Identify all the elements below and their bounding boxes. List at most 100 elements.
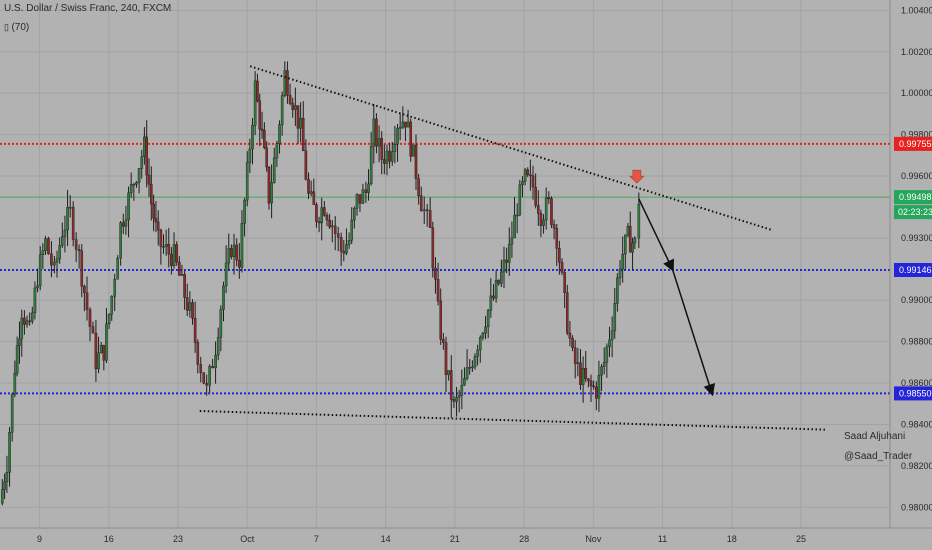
candle-body [53, 261, 56, 266]
candle-body [102, 344, 106, 361]
candle-body [191, 302, 194, 319]
price-tick-label: 0.99000 [901, 295, 932, 305]
candle-body [419, 195, 423, 212]
candle-body [44, 238, 47, 251]
candle-body [275, 143, 279, 159]
candle-body [587, 378, 590, 382]
plot-area[interactable] [0, 0, 890, 528]
candle-body [336, 233, 340, 238]
candle-body [431, 227, 435, 269]
time-tick-label: 11 [658, 534, 667, 544]
candle-body [613, 303, 617, 332]
time-tick-label: 9 [37, 534, 42, 544]
candle-body [444, 342, 448, 375]
time-tick-label: Oct [240, 534, 255, 544]
candle-body [260, 128, 264, 131]
price-tags: 0.99755 0.99498 0.99146 0.98550 02:23:23 [894, 136, 932, 401]
candle-body [227, 248, 231, 264]
candle-body [299, 117, 302, 129]
candle-body [521, 181, 524, 185]
candle-body [526, 169, 530, 175]
candle-body [484, 326, 487, 334]
candle-body [388, 150, 391, 162]
candle-body [278, 124, 281, 144]
candle-body [317, 221, 321, 224]
candle-body [460, 384, 464, 396]
candle-body [8, 432, 11, 473]
candle-body [202, 372, 206, 384]
candle-body [175, 244, 178, 263]
candle-body [502, 259, 506, 273]
candle-body [270, 182, 273, 204]
candle-body [325, 214, 329, 221]
candle-body [116, 257, 119, 280]
candle-body [581, 368, 585, 385]
candle-body [380, 138, 384, 160]
candle-body [304, 150, 308, 180]
candle-body [178, 261, 181, 276]
candle-body [286, 70, 289, 96]
candle-body [372, 118, 376, 147]
price-axis[interactable]: 1.00400 1.00200 1.00000 0.99800 0.99600 0.993… [901, 5, 932, 512]
candle-body [476, 349, 479, 357]
candle-body [113, 279, 117, 297]
price-tag [894, 386, 932, 401]
candle-body [518, 184, 522, 216]
candle-body [531, 175, 535, 188]
candle-body [406, 121, 410, 128]
candle-body [315, 204, 318, 222]
candle-body [140, 156, 144, 169]
candle-body [216, 337, 220, 356]
candle-body [523, 169, 527, 182]
candle-body [510, 237, 514, 245]
price-tag [894, 263, 932, 278]
candle-body [481, 332, 485, 338]
candle-body [544, 197, 548, 221]
candle-body [232, 244, 236, 257]
candle-body [457, 395, 461, 398]
candle-body [505, 259, 508, 263]
candle-body [396, 128, 399, 145]
candle-body [602, 362, 606, 367]
candle-body [199, 364, 203, 373]
candle-body [560, 262, 564, 273]
candle-body [425, 209, 429, 211]
candle-body [283, 70, 287, 96]
candle-body [610, 330, 614, 341]
candle-body [364, 189, 368, 193]
candle-body [565, 292, 569, 334]
candle-body [571, 338, 574, 348]
time-axis[interactable]: 9 16 23 Oct 7 14 21 28 Nov 11 18 25 [37, 534, 806, 544]
price-tick-label: 0.98200 [901, 461, 932, 471]
candle-body [409, 121, 413, 157]
candle-body [393, 143, 397, 152]
candle-body [600, 366, 603, 376]
indicator-value: (70) [11, 22, 30, 33]
candle-body [494, 280, 498, 299]
candle-body [621, 253, 624, 270]
candle-body [222, 285, 225, 310]
candle-body [25, 320, 29, 325]
price-tick-label: 0.99300 [901, 233, 932, 243]
candle-body [18, 338, 21, 346]
candle-body [13, 372, 17, 395]
candle-body [605, 346, 609, 363]
candle-body [465, 367, 469, 379]
candle-body [77, 249, 81, 252]
candle-body [361, 189, 365, 204]
candle-body [107, 313, 111, 324]
candle-body [129, 184, 133, 194]
candle-body [245, 162, 249, 201]
candle-body [265, 147, 268, 168]
candle-body [172, 244, 176, 267]
candle-body [167, 244, 171, 255]
candle-body [353, 208, 356, 221]
candle-body [33, 287, 37, 314]
candle-body [137, 168, 141, 183]
candle-body [235, 244, 238, 261]
candle-body [452, 399, 456, 402]
candle-body [412, 144, 415, 157]
candle-body [94, 332, 98, 370]
candle-body [224, 262, 228, 287]
